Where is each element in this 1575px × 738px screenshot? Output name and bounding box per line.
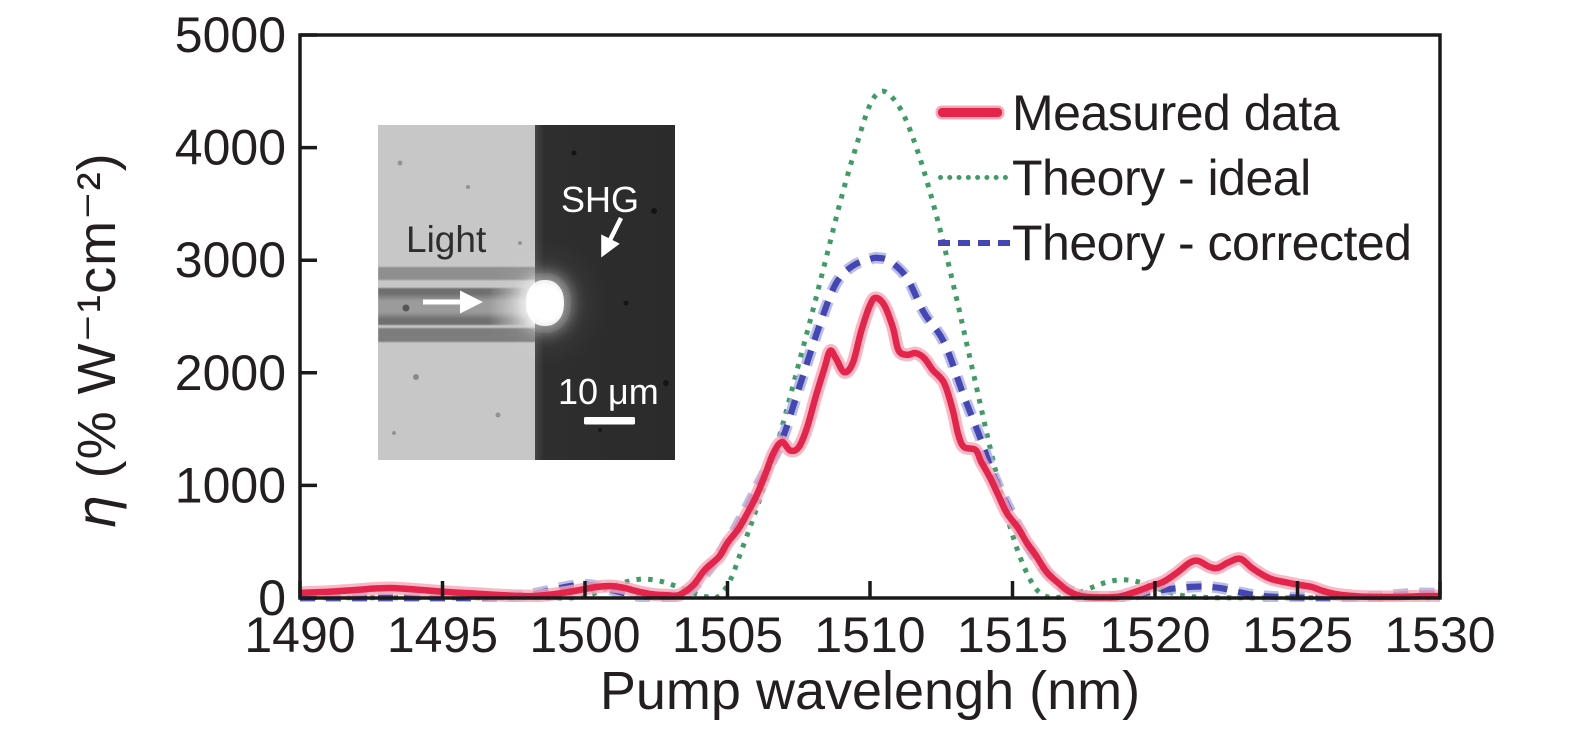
legend-swatch-box <box>938 108 1012 117</box>
x-tick-label: 1500 <box>529 607 640 663</box>
scale-bar-label: 10 μm <box>558 371 659 412</box>
curve-measured-data <box>299 294 1441 601</box>
shg-label: SHG <box>561 179 640 220</box>
legend-entry-theory-corrected: Theory - corrected <box>938 210 1412 275</box>
y-tick-label: 2000 <box>175 345 286 401</box>
legend-entry-measured: Measured data <box>938 80 1411 145</box>
light-label: Light <box>406 219 487 260</box>
legend: Measured data Theory - ideal Theory - co… <box>938 80 1412 275</box>
inset-speckles <box>392 150 669 435</box>
y-axis-units: (% W⁻¹cm⁻²) <box>67 152 127 495</box>
legend-swatch-dotted-line <box>938 175 1008 180</box>
series-group <box>299 88 1441 602</box>
tick-marks <box>298 33 1442 600</box>
waveguide-stripe-top <box>378 267 536 280</box>
x-tick-label: 1525 <box>1242 607 1353 663</box>
x-axis-title: Pump wavelengh (nm) <box>599 661 1141 721</box>
x-tick-label: 1515 <box>957 607 1068 663</box>
x-tick-label: 1505 <box>672 607 783 663</box>
x-tick-label: 1495 <box>387 607 498 663</box>
x-tick-label: 1520 <box>1099 607 1210 663</box>
waveguide-stripe-bottom <box>378 328 536 342</box>
x-tick-label: 1530 <box>1384 607 1495 663</box>
tick-labels: 1490 1495 1500 1505 1510 1515 1520 1525 1530 0 100… <box>175 7 1496 663</box>
legend-swatch-dashed-line <box>938 239 1010 246</box>
y-tick-label: 5000 <box>175 7 286 63</box>
legend-swatch-box <box>938 239 1012 246</box>
legend-entry-theory-ideal: Theory - ideal <box>938 145 1411 210</box>
scale-bar <box>584 417 635 425</box>
inset-overlay <box>392 150 669 435</box>
y-tick-label: 1000 <box>175 457 286 513</box>
y-tick-label: 3000 <box>175 232 286 288</box>
microscope-inset: Light SHG 10 μm <box>378 125 675 460</box>
x-tick-label: 1510 <box>814 607 925 663</box>
x-tick-label: 1490 <box>244 607 355 663</box>
y-axis-symbol: η <box>65 494 128 530</box>
legend-label-theory-corrected: Theory - corrected <box>1012 214 1412 271</box>
shg-emission-spot <box>526 280 564 326</box>
legend-label-measured: Measured data <box>1012 84 1340 141</box>
y-axis-title: η (% W⁻¹cm⁻²) <box>65 31 129 651</box>
legend-swatch-solid-line <box>938 108 1002 117</box>
legend-label-theory-ideal: Theory - ideal <box>1012 149 1311 206</box>
y-tick-label: 4000 <box>175 120 286 176</box>
shg-arrow-icon <box>601 216 624 258</box>
y-tick-label: 0 <box>258 570 286 626</box>
legend-swatch-box <box>938 175 1012 180</box>
